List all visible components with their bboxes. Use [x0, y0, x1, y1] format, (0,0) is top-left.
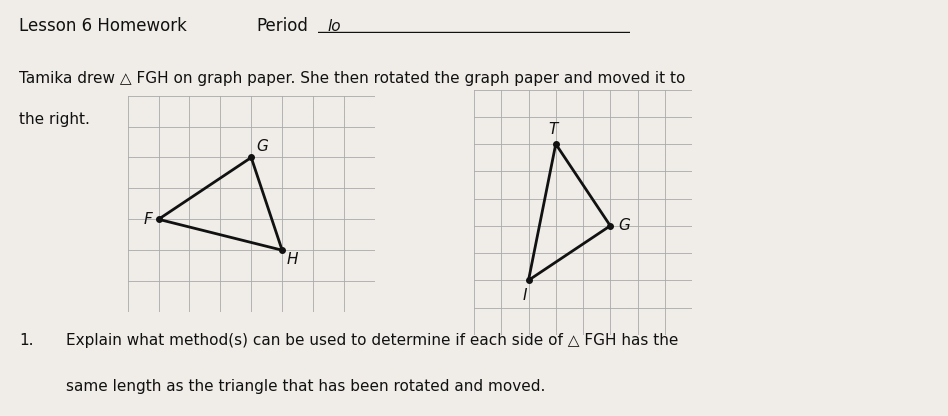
Text: same length as the triangle that has been rotated and moved.: same length as the triangle that has bee…	[66, 379, 546, 394]
Text: Tamika drew △ FGH on graph paper. She then rotated the graph paper and moved it : Tamika drew △ FGH on graph paper. She th…	[19, 71, 685, 86]
Text: G: G	[618, 218, 630, 233]
Text: Explain what method(s) can be used to determine if each side of △ FGH has the: Explain what method(s) can be used to de…	[66, 333, 679, 348]
Text: T: T	[548, 122, 557, 137]
Text: Lesson 6 Homework: Lesson 6 Homework	[19, 17, 187, 35]
Text: Period: Period	[256, 17, 308, 35]
Text: H: H	[286, 252, 299, 267]
Text: 1.: 1.	[19, 333, 33, 348]
Text: G: G	[256, 139, 267, 154]
Text: I: I	[522, 288, 527, 304]
Text: lo: lo	[327, 19, 340, 34]
Text: the right.: the right.	[19, 112, 90, 127]
Text: F: F	[143, 212, 153, 227]
